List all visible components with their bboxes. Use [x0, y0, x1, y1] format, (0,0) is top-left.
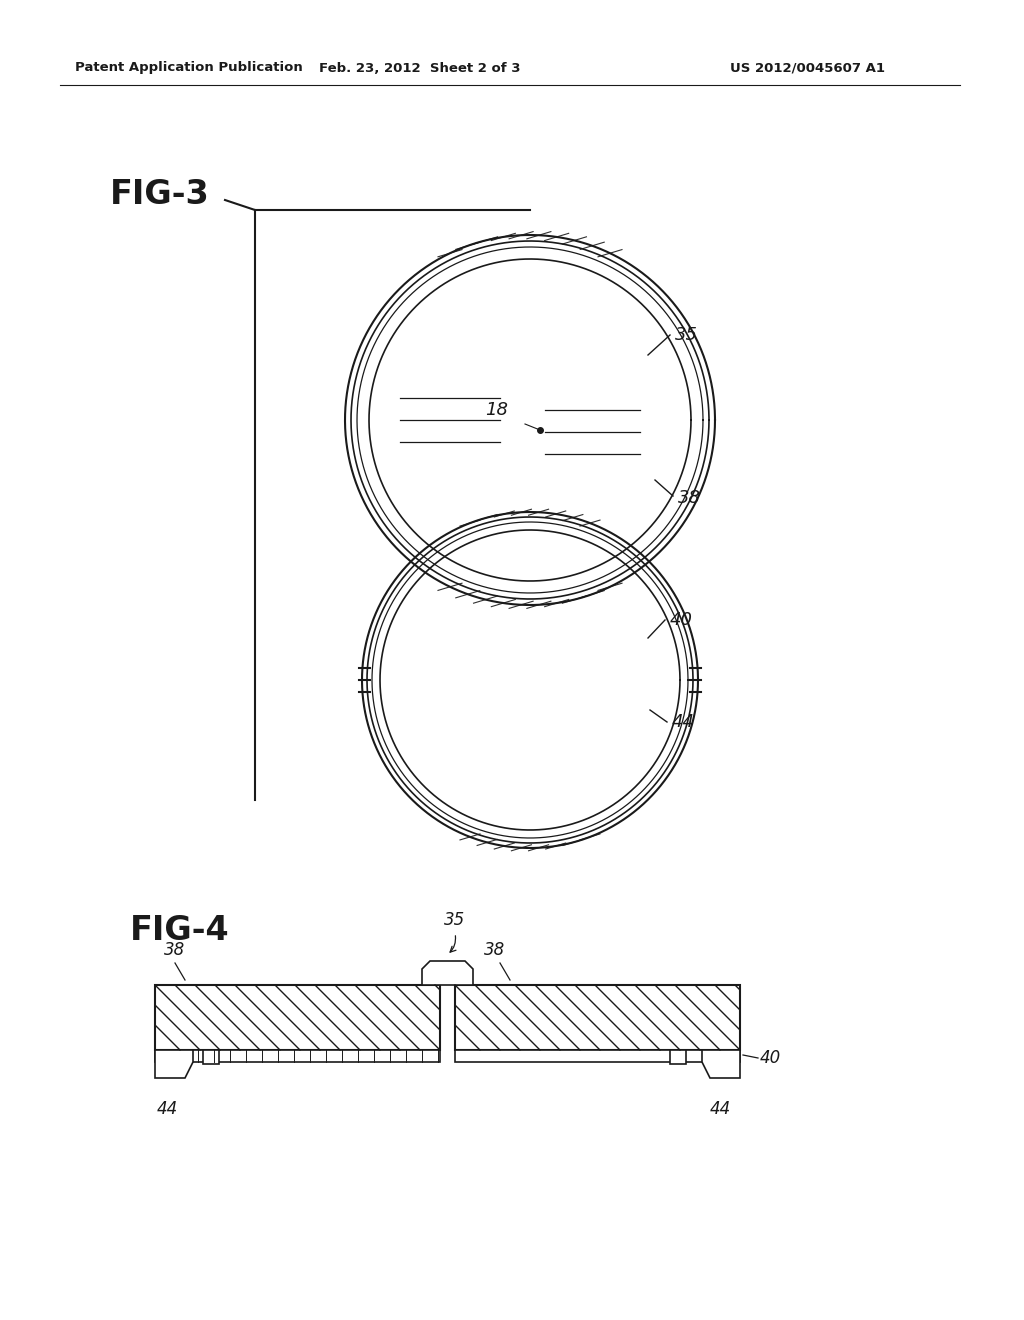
Text: 44: 44 — [157, 1100, 177, 1118]
Text: 44: 44 — [672, 713, 695, 731]
Bar — [155, 985, 440, 1049]
Text: FIG-3: FIG-3 — [110, 178, 210, 211]
Text: Feb. 23, 2012  Sheet 2 of 3: Feb. 23, 2012 Sheet 2 of 3 — [319, 62, 521, 74]
Text: 44: 44 — [710, 1100, 731, 1118]
Text: 38: 38 — [165, 941, 185, 960]
Text: US 2012/0045607 A1: US 2012/0045607 A1 — [730, 62, 885, 74]
Text: Patent Application Publication: Patent Application Publication — [75, 62, 303, 74]
Polygon shape — [670, 1049, 686, 1064]
Bar — [455, 1049, 740, 1063]
Bar — [155, 1049, 440, 1063]
Text: 40: 40 — [760, 1049, 781, 1067]
Polygon shape — [203, 1049, 219, 1064]
Text: 18: 18 — [485, 401, 508, 418]
Bar — [455, 985, 740, 1049]
Text: 38: 38 — [484, 941, 506, 960]
Polygon shape — [155, 1049, 193, 1078]
Text: 40: 40 — [670, 611, 693, 630]
Text: FIG-4: FIG-4 — [130, 913, 229, 946]
Polygon shape — [702, 1049, 740, 1078]
Text: 38: 38 — [678, 488, 701, 507]
Text: 35: 35 — [675, 326, 698, 345]
Text: 35: 35 — [444, 911, 466, 929]
Polygon shape — [422, 961, 473, 985]
